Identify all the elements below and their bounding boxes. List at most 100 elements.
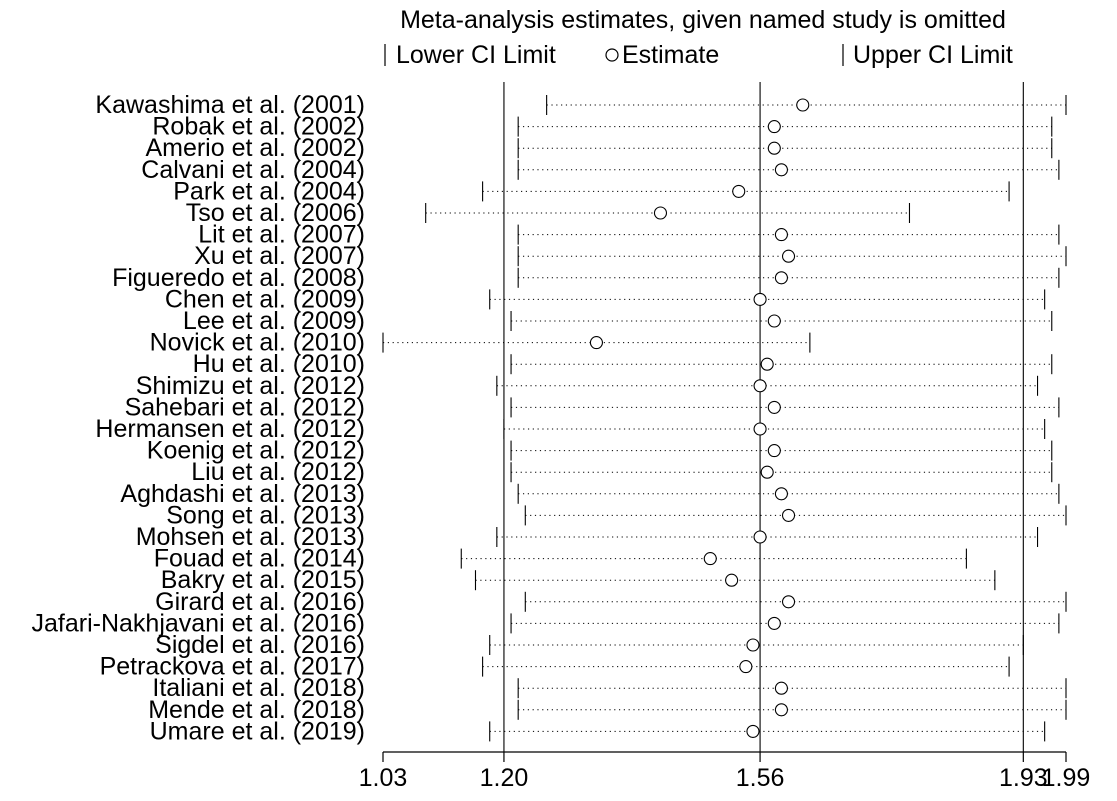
- study-label: Calvani et al. (2004): [141, 156, 365, 184]
- study-row: Shimizu et al. (2012): [136, 372, 1039, 400]
- estimate-marker: [760, 465, 774, 479]
- estimate-marker: [753, 530, 767, 544]
- study-row: Petrackova et al. (2017): [100, 653, 1010, 681]
- study-label: Novick et al. (2010): [150, 329, 365, 357]
- study-row: Mende et al. (2018): [148, 696, 1067, 724]
- estimate-marker: [767, 444, 781, 458]
- estimate-marker: [796, 98, 810, 112]
- study-label: Hermansen et al. (2012): [95, 415, 365, 443]
- estimate-marker: [589, 336, 603, 350]
- estimate-marker: [753, 422, 767, 436]
- study-label: Umare et al. (2019): [150, 717, 365, 745]
- estimate-marker: [774, 228, 788, 242]
- study-label: Shimizu et al. (2012): [136, 372, 365, 400]
- study-row: Bakry et al. (2015): [161, 566, 996, 594]
- estimate-marker: [767, 616, 781, 630]
- estimate-marker: [653, 206, 668, 220]
- estimate-marker: [753, 292, 767, 306]
- study-row: Hu et al. (2010): [193, 350, 1053, 378]
- study-label: Lee et al. (2009): [183, 307, 365, 335]
- study-label: Amerio et al. (2002): [145, 134, 365, 162]
- study-row: Italiani et al. (2018): [152, 674, 1067, 702]
- estimate-marker: [774, 163, 788, 177]
- estimate-marker: [703, 552, 717, 566]
- legend-lower-ci-label: Lower CI Limit: [396, 41, 556, 69]
- study-row: Tso et al. (2006): [186, 199, 911, 227]
- study-label: Aghdashi et al. (2013): [120, 480, 365, 508]
- x-tick-label: 1.03: [359, 764, 408, 792]
- estimate-marker: [746, 638, 760, 652]
- legend: Lower CI Limit Estimate Upper CI Limit: [384, 41, 1013, 69]
- study-row: Fouad et al. (2014): [154, 545, 967, 573]
- study-label: Sahebari et al. (2012): [125, 393, 365, 421]
- estimate-marker: [767, 141, 781, 155]
- x-tick-label: 1.99: [1042, 764, 1091, 792]
- study-row: Park et al. (2004): [173, 177, 1010, 205]
- estimate-marker: [774, 681, 788, 695]
- estimate-marker: [774, 487, 788, 501]
- study-row: Sigdel et al. (2016): [155, 631, 1024, 659]
- study-row: Lit et al. (2007): [198, 221, 1060, 249]
- study-row: Sahebari et al. (2012): [125, 393, 1060, 421]
- study-row: Lee et al. (2009): [183, 307, 1053, 335]
- study-row: Aghdashi et al. (2013): [120, 480, 1060, 508]
- estimate-marker: [767, 400, 781, 414]
- study-row: Figueredo et al. (2008): [112, 264, 1060, 292]
- estimate-marker: [774, 271, 788, 285]
- estimate-marker: [781, 595, 796, 609]
- estimate-marker: [781, 249, 796, 263]
- estimate-marker: [739, 660, 753, 674]
- study-label: Lit et al. (2007): [198, 221, 365, 249]
- study-row: Jafari-Nakhjavani et al. (2016): [32, 609, 1060, 637]
- study-rows: Kawashima et al. (2001)Robak et al. (200…: [32, 91, 1067, 745]
- study-row: Umare et al. (2019): [150, 717, 1046, 745]
- study-row: Girard et al. (2016): [155, 588, 1067, 616]
- study-label: Chen et al. (2009): [165, 285, 365, 313]
- study-label: Mende et al. (2018): [148, 696, 365, 724]
- legend-upper-ci-label: Upper CI Limit: [853, 41, 1013, 69]
- study-row: Mohsen et al. (2013): [136, 523, 1039, 551]
- estimate-marker: [732, 184, 746, 198]
- study-label: Park et al. (2004): [173, 177, 365, 205]
- study-row: Amerio et al. (2002): [145, 134, 1053, 162]
- study-label: Tso et al. (2006): [186, 199, 365, 227]
- study-label: Kawashima et al. (2001): [95, 91, 365, 119]
- study-label: Liu et al. (2012): [191, 458, 365, 486]
- study-label: Robak et al. (2002): [152, 113, 365, 141]
- estimate-marker: [746, 724, 760, 738]
- legend-estimate-label: Estimate: [622, 41, 719, 69]
- study-row: Robak et al. (2002): [152, 113, 1053, 141]
- estimate-marker: [781, 508, 796, 522]
- estimate-marker: [753, 379, 767, 393]
- x-axis: 1.03 1.20 1.56 1.931.99: [359, 751, 1091, 792]
- study-label: Petrackova et al. (2017): [100, 653, 365, 681]
- study-label: Mohsen et al. (2013): [136, 523, 365, 551]
- legend-estimate-marker: [605, 48, 619, 62]
- study-row: Calvani et al. (2004): [141, 156, 1060, 184]
- study-label: Song et al. (2013): [166, 501, 365, 529]
- study-row: Song et al. (2013): [166, 501, 1067, 529]
- estimate-marker: [774, 703, 788, 717]
- estimate-marker: [767, 120, 781, 134]
- estimate-marker: [725, 573, 739, 587]
- estimate-marker: [767, 314, 781, 328]
- study-row: Xu et al. (2007): [194, 242, 1067, 270]
- estimate-marker: [760, 357, 774, 371]
- study-row: Chen et al. (2009): [165, 285, 1046, 313]
- study-label: Jafari-Nakhjavani et al. (2016): [32, 609, 366, 637]
- study-row: Liu et al. (2012): [191, 458, 1053, 486]
- study-row: Hermansen et al. (2012): [95, 415, 1046, 443]
- study-row: Novick et al. (2010): [150, 329, 811, 357]
- study-label: Fouad et al. (2014): [154, 545, 365, 573]
- study-label: Koenig et al. (2012): [147, 437, 365, 465]
- x-tick-label: 1.56: [736, 764, 785, 792]
- reference-lines: [503, 82, 1024, 752]
- study-row: Koenig et al. (2012): [147, 437, 1053, 465]
- study-label: Italiani et al. (2018): [152, 674, 365, 702]
- study-label: Sigdel et al. (2016): [155, 631, 365, 659]
- study-label: Xu et al. (2007): [194, 242, 365, 270]
- study-label: Hu et al. (2010): [193, 350, 365, 378]
- x-tick-label: 1.20: [480, 764, 529, 792]
